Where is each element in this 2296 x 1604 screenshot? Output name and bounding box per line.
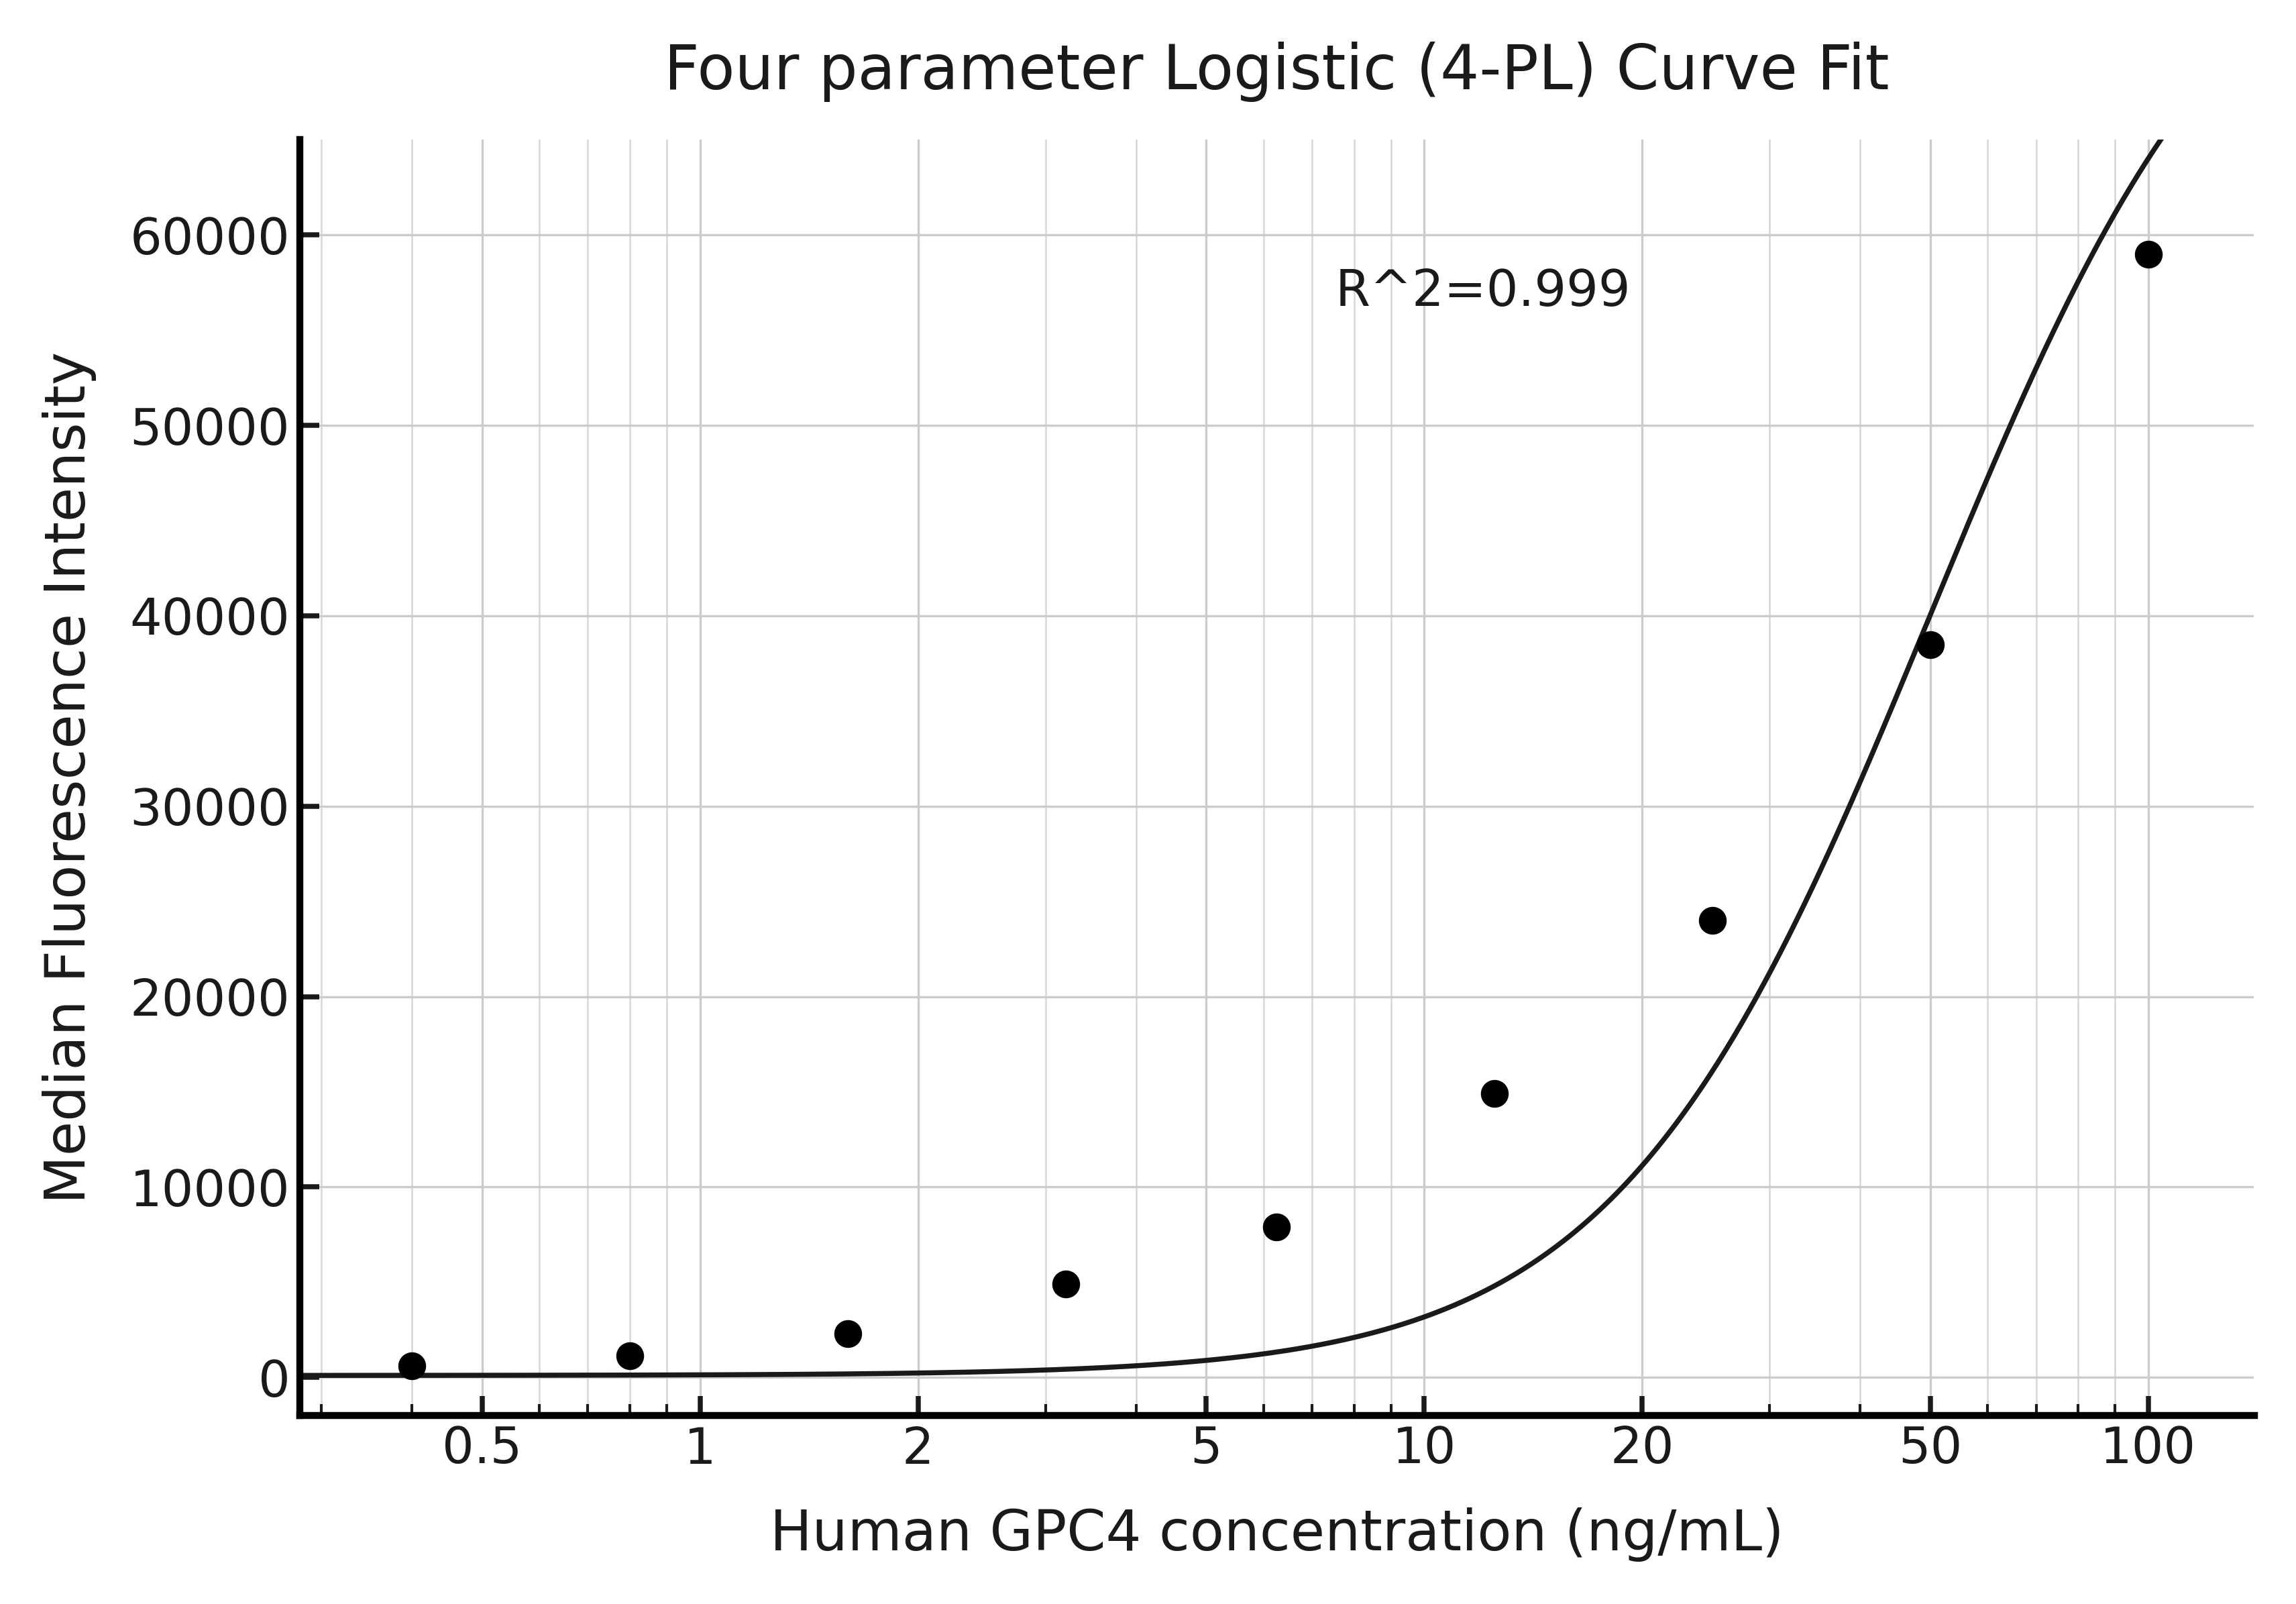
Point bbox=[1476, 1081, 1513, 1107]
Y-axis label: Median Fluorescence Intensity: Median Fluorescence Intensity bbox=[41, 351, 96, 1203]
Point bbox=[1047, 1272, 1084, 1298]
Point bbox=[2131, 241, 2167, 266]
Point bbox=[829, 1320, 866, 1346]
X-axis label: Human GPC4 concentration (ng/mL): Human GPC4 concentration (ng/mL) bbox=[769, 1508, 1784, 1562]
Point bbox=[393, 1354, 429, 1379]
Point bbox=[1694, 908, 1731, 934]
Title: Four parameter Logistic (4-PL) Curve Fit: Four parameter Logistic (4-PL) Curve Fit bbox=[664, 42, 1890, 103]
Point bbox=[611, 1343, 647, 1368]
Text: R^2=0.999: R^2=0.999 bbox=[1336, 268, 1630, 316]
Point bbox=[1258, 1214, 1295, 1240]
Point bbox=[1913, 632, 1949, 658]
